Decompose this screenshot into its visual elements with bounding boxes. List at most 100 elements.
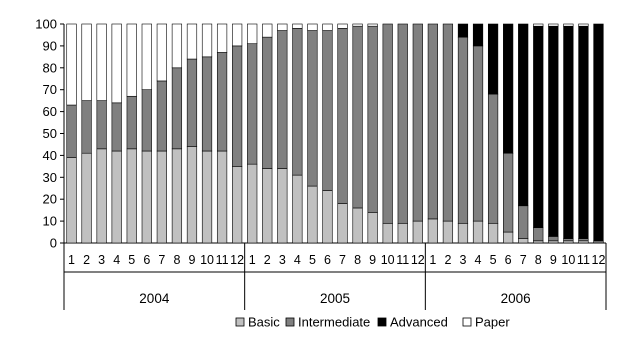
y-tick-label: 60 [43,104,57,119]
bar-segment-intermediate [156,80,167,152]
bar-segment-intermediate [247,43,258,165]
bar-segment-paper [563,23,574,27]
bar-segment-intermediate [96,100,107,150]
bar-segment-intermediate [307,30,318,187]
chart-bars [66,23,604,244]
bar-segment-basic [367,212,378,244]
bar-segment-intermediate [352,25,363,209]
y-tick-label: 10 [43,214,57,229]
bar-segment-basic [427,218,438,244]
x-month-label: 5 [128,253,135,267]
bar-segment-paper [216,23,228,53]
bar-segment-paper [367,23,378,27]
x-month-label: 3 [279,253,286,267]
bar-segment-advanced [518,23,529,207]
x-month-label: 1 [429,253,436,267]
bar-segment-paper [307,23,318,31]
x-month-label: 7 [158,253,165,267]
bar-segment-basic [111,150,122,244]
x-month-label: 6 [324,253,331,267]
x-month-label: 7 [520,253,527,267]
x-month-label: 10 [200,253,214,267]
bar-segment-paper [262,23,273,38]
chart-axes [60,23,607,310]
bar-segment-intermediate [66,104,77,158]
bar-segment-paper [578,23,589,27]
bar-segment-paper [111,23,122,104]
bar-segment-advanced [503,23,514,154]
bar-segment-paper [156,23,167,82]
bar-segment-intermediate [382,23,393,224]
x-month-label: 11 [216,253,229,267]
bar-segment-basic [518,238,529,244]
bar-segment-intermediate [367,25,378,213]
bar-segment-intermediate [262,36,273,169]
bar-segment-basic [548,240,559,244]
x-month-label: 8 [173,253,180,267]
bar-segment-basic [578,240,589,244]
bar-segment-intermediate [442,23,454,222]
bar-segment-basic [277,168,288,244]
bar-segment-paper [277,23,288,31]
bar-segment-intermediate [292,28,303,176]
bar-segment-intermediate [593,240,604,244]
bar-segment-intermediate [548,236,559,242]
bar-segment-intermediate [487,93,499,224]
bar-segment-intermediate [337,28,348,204]
bar-segment-basic [126,148,137,244]
bar-segment-intermediate [277,30,288,169]
bar-segment-paper [186,23,198,60]
y-tick-label: 40 [43,148,57,163]
bar-segment-basic [533,240,544,244]
bar-segment-paper [337,23,348,29]
bar-segment-basic [262,168,273,244]
bar-segment-basic [487,222,499,244]
bar-segment-intermediate [412,23,423,222]
legend-swatch-intermediate [285,317,295,327]
bar-segment-intermediate [518,205,529,239]
x-month-label: 2 [444,253,451,267]
x-month-label: 1 [68,253,75,267]
bar-segment-basic [322,190,333,244]
bar-segment-intermediate [563,238,574,242]
bar-segment-intermediate [533,227,544,242]
bar-segment-intermediate [126,95,137,150]
bar-segment-advanced [578,25,589,239]
y-tick-label: 90 [43,38,57,53]
bar-segment-paper [533,23,544,27]
bar-segment-basic [66,157,77,244]
bar-segment-intermediate [232,45,243,167]
bar-segment-advanced [472,23,484,47]
x-month-label: 9 [188,253,195,267]
x-month-label: 1 [249,253,256,267]
bar-segment-advanced [487,23,499,95]
bar-segment-basic [442,220,454,244]
x-month-label: 9 [550,253,557,267]
chart-legend[interactable]: Basic Intermediate Advanced Paper [235,315,510,330]
bar-segment-basic [292,174,303,244]
bar-segment-intermediate [111,102,122,152]
bar-segment-advanced [548,25,559,237]
bar-segment-basic [96,148,107,244]
bar-segment-paper [81,23,92,101]
x-month-label: 12 [592,253,606,267]
bar-segment-paper [141,23,152,90]
y-tick-label: 20 [43,192,57,207]
legend-swatch-paper [462,317,472,327]
x-month-label: 9 [369,253,376,267]
legend-label-intermediate: Intermediate [298,315,370,330]
x-month-label: 6 [143,253,150,267]
bar-segment-advanced [563,25,574,239]
x-year-label: 2004 [139,291,170,306]
x-month-label: 4 [113,253,120,267]
bar-segment-basic [216,150,228,244]
x-month-label: 11 [577,253,590,267]
x-month-label: 2 [264,253,271,267]
x-month-label: 3 [459,253,466,267]
bar-segment-basic [232,166,243,244]
y-tick-label: 70 [43,82,57,97]
bar-segment-basic [503,231,514,244]
y-tick-label: 100 [35,17,57,32]
x-month-label: 8 [354,253,361,267]
